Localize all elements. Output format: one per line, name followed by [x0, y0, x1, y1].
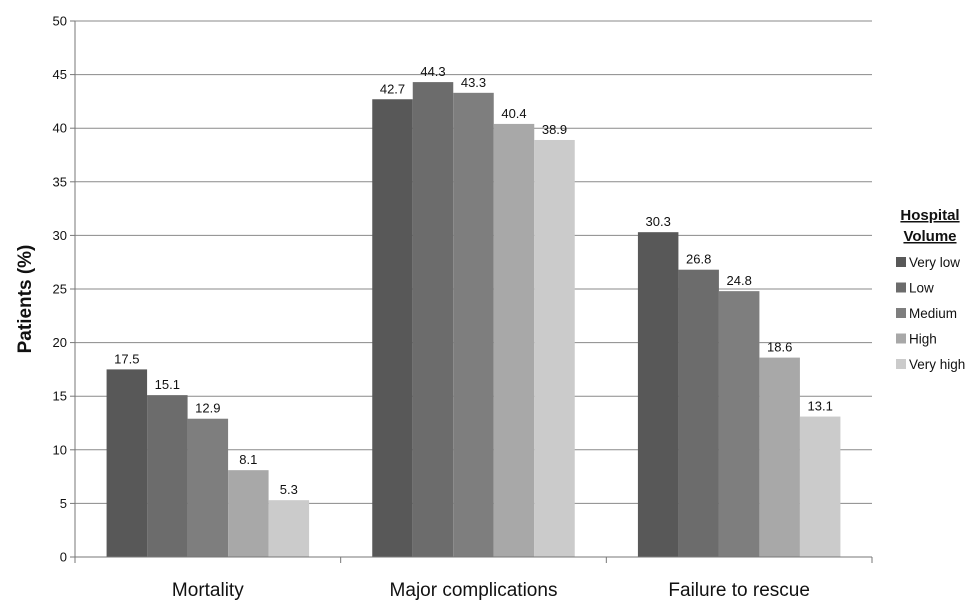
y-tick-label: 15: [53, 389, 67, 404]
y-tick-label: 25: [53, 282, 67, 297]
bar: [412, 82, 454, 557]
legend-label: Very low: [909, 255, 960, 270]
x-axis: [74, 21, 873, 563]
data-label: 13.1: [808, 399, 833, 414]
data-label: 38.9: [542, 122, 567, 137]
legend-swatch: [896, 308, 906, 318]
bar: [718, 291, 760, 557]
bar: [268, 500, 310, 557]
y-tick-label: 20: [53, 335, 67, 350]
data-label: 12.9: [195, 401, 220, 416]
y-tick-label: 50: [53, 14, 67, 29]
y-axis-ticks: 0 5 10 15 20 25 30 35 40 45 50: [53, 14, 75, 565]
legend: Hospital Volume Very lowLowMediumHighVer…: [896, 207, 965, 372]
bar: [799, 416, 841, 557]
bar: [106, 369, 148, 557]
data-label: 5.3: [280, 482, 298, 497]
legend-label: Very high: [909, 357, 965, 372]
bar: [187, 418, 229, 557]
legend-swatch: [896, 257, 906, 267]
data-labels: 17.5 15.1 12.9 8.1 5.3 42.7 44.3 43.3 40.4 38.9 30…: [114, 64, 833, 497]
y-axis-label: Patients (%): [15, 245, 36, 354]
bar: [372, 99, 413, 558]
legend-items: Very low Low Medium High Very high: [896, 255, 965, 372]
y-tick-label: 5: [60, 496, 67, 511]
legend-swatch: [896, 282, 906, 293]
data-label: 43.3: [461, 75, 486, 90]
data-label: 40.4: [501, 106, 526, 121]
data-label: 8.1: [239, 452, 257, 467]
legend-swatch: [896, 333, 906, 344]
y-tick-label: 40: [53, 121, 67, 136]
category-label: Major complications: [390, 580, 558, 601]
data-label: 44.3: [420, 64, 445, 79]
legend-label: Medium: [909, 306, 957, 321]
y-tick-label: 45: [53, 67, 67, 82]
data-label: 26.8: [686, 252, 711, 267]
data-label: 15.1: [155, 377, 180, 392]
legend-title-line-1: Hospital: [900, 207, 959, 224]
bar: [534, 139, 575, 557]
data-label: 42.7: [380, 81, 405, 96]
data-label: 30.3: [646, 214, 671, 229]
bar: [759, 357, 800, 557]
bar: [678, 269, 719, 557]
y-tick-label: 35: [53, 174, 67, 189]
bar: [637, 232, 679, 557]
y-tick-label: 30: [53, 228, 67, 243]
y-tick-label: 0: [60, 550, 67, 565]
bar: [453, 92, 494, 557]
data-label: 18.6: [767, 340, 792, 355]
category-labels: Mortality Major complications Failure to r…: [172, 580, 810, 601]
bar: [493, 123, 535, 558]
legend-title-line-2: Volume: [903, 228, 956, 245]
data-label: 24.8: [727, 273, 752, 288]
y-tick-label: 10: [53, 442, 67, 457]
bar: [228, 470, 269, 557]
legend-swatch: [896, 359, 906, 369]
bars: [106, 82, 841, 558]
bar: [147, 395, 188, 557]
legend-label: High: [909, 332, 937, 347]
category-label: Mortality: [172, 580, 244, 601]
data-label: 17.5: [114, 351, 139, 366]
legend-label: Low: [909, 281, 934, 296]
category-label: Failure to rescue: [668, 580, 810, 601]
